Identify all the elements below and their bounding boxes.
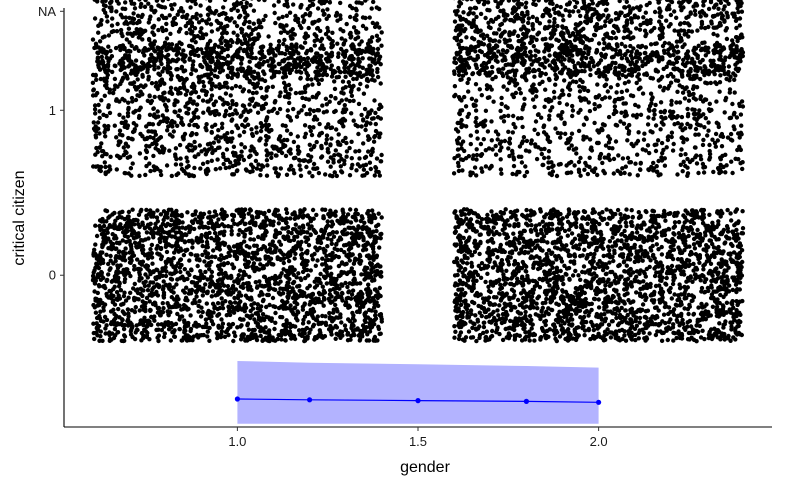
trend-layer xyxy=(234,361,602,424)
x-tick-label: 1.5 xyxy=(409,434,427,449)
trend-point xyxy=(523,398,530,404)
y-tick-label: NA xyxy=(38,4,56,19)
trend-point xyxy=(234,396,240,402)
x-tick-label: 1.0 xyxy=(228,434,246,449)
x-tick-label: 2.0 xyxy=(590,434,608,449)
trend-point xyxy=(307,397,313,403)
points-layer xyxy=(90,0,746,344)
point-cluster-4 xyxy=(90,0,384,80)
point-cluster-0 xyxy=(90,207,385,344)
y-tick-label: 0 xyxy=(49,268,56,283)
trend-point xyxy=(596,399,602,405)
point-cluster-2 xyxy=(90,42,384,179)
point-cluster-1 xyxy=(451,207,746,344)
x-axis-title: gender xyxy=(400,459,450,476)
y-tick-label: 1 xyxy=(49,103,56,118)
point-cluster-5 xyxy=(452,0,745,80)
ticks-layer: 1.0 1.5 2.0 0 1 NA xyxy=(38,4,608,449)
confidence-band xyxy=(237,361,599,424)
y-axis-title: critical citizen xyxy=(11,170,28,265)
trend-point xyxy=(415,398,421,404)
